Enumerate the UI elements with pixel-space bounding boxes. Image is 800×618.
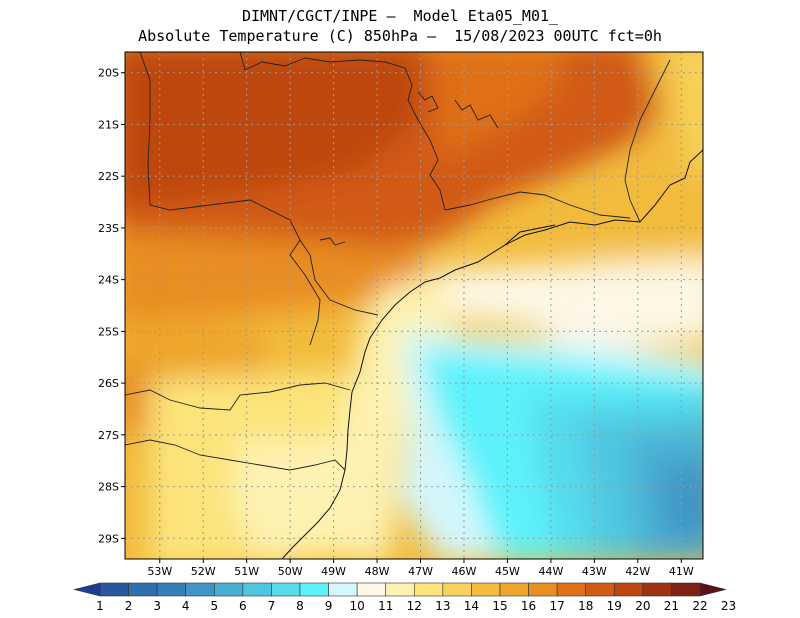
colorbar-label: 12 — [407, 599, 422, 613]
colorbar-label: 1 — [96, 599, 104, 613]
colorbar-swatch — [671, 582, 701, 597]
lat-tick-label: 25S — [98, 325, 119, 338]
map-title-line2: Absolute Temperature (C) 850hPa – 15/08/… — [138, 27, 662, 45]
lat-tick-label: 21S — [98, 118, 119, 131]
colorbar-label: 5 — [210, 599, 218, 613]
lon-tick-label: 52W — [191, 565, 216, 578]
colorbar-label: 13 — [435, 599, 450, 613]
colorbar-swatch — [471, 582, 501, 597]
colorbar-label: 15 — [492, 599, 507, 613]
lat-tick-label: 22S — [98, 170, 119, 183]
colorbar-arrow-high — [699, 582, 727, 597]
colorbar-swatch — [99, 582, 129, 597]
colorbar-label: 14 — [464, 599, 479, 613]
colorbar-label: 21 — [664, 599, 679, 613]
lon-tick-label: 43W — [582, 565, 607, 578]
lon-tick-label: 44W — [538, 565, 563, 578]
colorbar-label: 16 — [521, 599, 536, 613]
colorbar-swatch — [299, 582, 329, 597]
colorbar-label: 19 — [607, 599, 622, 613]
lon-tick-label: 42W — [625, 565, 650, 578]
colorbar-label: 23 — [721, 599, 736, 613]
lon-tick-label: 50W — [278, 565, 303, 578]
colorbar-swatch — [213, 582, 244, 597]
colorbar-swatch — [356, 582, 387, 597]
lon-tick-label: 51W — [234, 565, 259, 578]
lat-tick-label: 24S — [98, 274, 119, 287]
state-borders — [125, 52, 671, 471]
colorbar: 1 2 3 4 5 6 7 8 9 10 11 12 13 14 15 16 17 18 19 20 21 22 23 — [73, 582, 736, 613]
colorbar-swatch — [556, 582, 587, 597]
lat-tick-label: 27S — [98, 429, 119, 442]
colorbar-label: 7 — [268, 599, 276, 613]
colorbar-swatch — [585, 582, 615, 597]
colorbar-swatch — [528, 582, 558, 597]
lat-tick-label: 20S — [98, 67, 119, 80]
colorbar-label: 18 — [578, 599, 593, 613]
colorbar-label: 10 — [350, 599, 365, 613]
colorbar-swatch — [413, 582, 444, 597]
colorbar-label: 22 — [692, 599, 707, 613]
lat-tick-label: 26S — [98, 377, 119, 390]
colorbar-label: 2 — [125, 599, 133, 613]
colorbar-swatch — [442, 582, 472, 597]
colorbar-swatch — [128, 582, 158, 597]
colorbar-label: 6 — [239, 599, 247, 613]
lon-tick-label: 49W — [321, 565, 346, 578]
colorbar-swatch — [385, 582, 415, 597]
lat-tick-label: 23S — [98, 222, 119, 235]
map-title-line1: DIMNT/CGCT/INPE – Model Eta05_M01_ — [241, 7, 559, 25]
longitude-labels: 53W 52W 51W 50W 49W 48W 47W 46W 45W 44W 43W 42W 41W — [147, 559, 694, 578]
colorbar-swatch — [271, 582, 301, 597]
colorbar-arrow-low — [73, 582, 101, 597]
colorbar-label: 3 — [153, 599, 161, 613]
colorbar-label: 8 — [296, 599, 304, 613]
colorbar-swatch — [499, 582, 529, 597]
lon-tick-label: 53W — [147, 565, 172, 578]
colorbar-label: 17 — [550, 599, 565, 613]
colorbar-swatch — [242, 582, 272, 597]
colorbar-swatch — [613, 582, 644, 597]
colorbar-swatch — [328, 582, 358, 597]
map-grid — [125, 52, 703, 559]
lat-tick-label: 28S — [98, 481, 119, 494]
colorbar-label: 9 — [325, 599, 333, 613]
lon-tick-label: 48W — [365, 565, 390, 578]
temperature-field — [125, 52, 703, 559]
colorbar-label: 4 — [182, 599, 190, 613]
plot-frame — [124, 51, 704, 560]
colorbar-label: 20 — [635, 599, 650, 613]
colorbar-swatch — [642, 582, 672, 597]
coastline — [281, 149, 703, 559]
colorbar-label: 11 — [378, 599, 393, 613]
lon-tick-label: 47W — [408, 565, 433, 578]
colorbar-swatch — [185, 582, 215, 597]
latitude-labels: 20S 21S 22S 23S 24S 25S 26S 27S 28S 29S — [98, 67, 125, 545]
lon-tick-label: 45W — [495, 565, 520, 578]
lon-tick-label: 46W — [452, 565, 477, 578]
colorbar-swatch — [156, 582, 187, 597]
lon-tick-label: 41W — [669, 565, 694, 578]
lat-tick-label: 29S — [98, 532, 119, 545]
